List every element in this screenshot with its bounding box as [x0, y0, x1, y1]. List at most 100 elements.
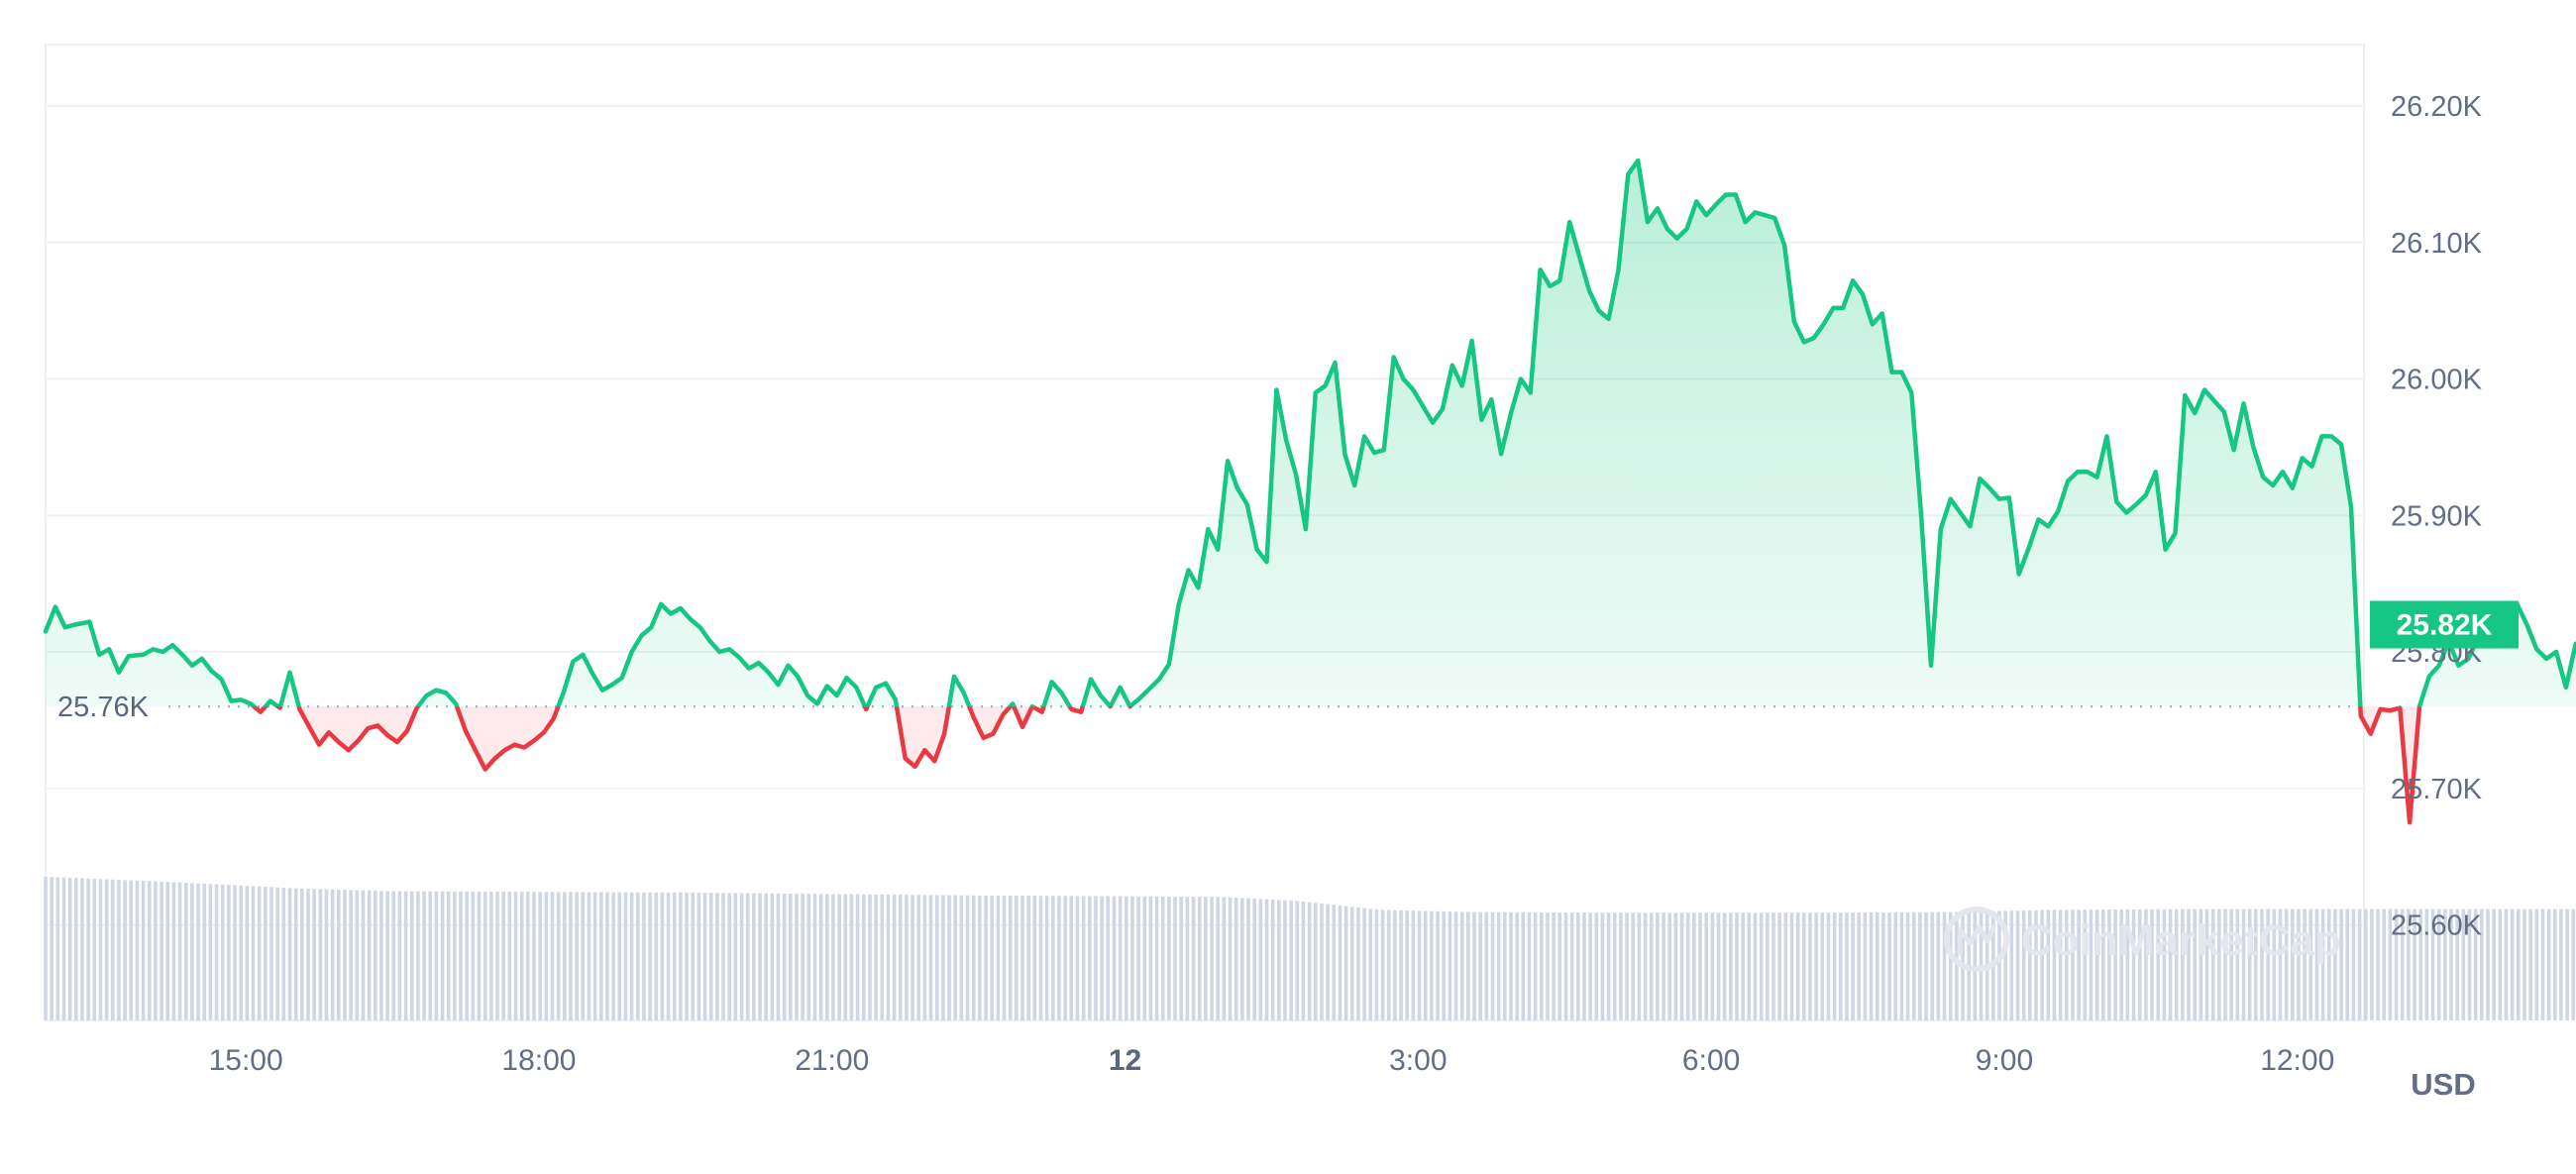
- volume-bar: [2486, 908, 2490, 1020]
- volume-bar: [2517, 908, 2521, 1020]
- volume-bar: [1453, 911, 1458, 1020]
- volume-bar: [373, 890, 377, 1020]
- volume-bar: [1277, 900, 1281, 1020]
- volume-bar: [1264, 899, 1269, 1020]
- volume-bar: [2467, 908, 2472, 1020]
- volume-bar: [80, 878, 84, 1020]
- volume-bar: [367, 890, 372, 1020]
- price-area: [46, 160, 2576, 823]
- volume-bar: [1222, 897, 1227, 1020]
- volume-bar: [1948, 911, 1953, 1020]
- volume-bar: [996, 895, 1001, 1020]
- volume-bar: [1893, 911, 1898, 1020]
- volume-bar: [416, 891, 420, 1020]
- volume-bar: [911, 895, 914, 1020]
- volume-bar: [1179, 896, 1184, 1020]
- volume-bar: [1649, 912, 1654, 1020]
- volume-bar: [2193, 908, 2197, 1020]
- volume-bar: [581, 892, 586, 1020]
- volume-bar: [2168, 908, 2173, 1020]
- y-tick-label: 26.10K: [2391, 228, 2483, 260]
- x-tick-label: 9:00: [1976, 1044, 2033, 1077]
- volume-bar: [2156, 908, 2161, 1020]
- volume-bar: [2382, 908, 2387, 1020]
- volume-bar: [1704, 912, 1708, 1020]
- volume-bar: [1026, 896, 1030, 1020]
- volume-bar: [2339, 908, 2343, 1020]
- volume-bar: [1600, 912, 1605, 1020]
- volume-bar: [264, 887, 268, 1020]
- volume-bar: [2388, 908, 2393, 1020]
- volume-bar: [1338, 906, 1342, 1020]
- volume-bar: [2181, 908, 2185, 1020]
- volume-bar: [2400, 908, 2405, 1020]
- volume-bar: [776, 893, 781, 1020]
- volume-bar: [202, 883, 207, 1020]
- volume-bar: [984, 895, 988, 1020]
- volume-bar: [2357, 908, 2362, 1020]
- volume-bar: [208, 884, 213, 1020]
- volume-bar: [409, 891, 414, 1020]
- volume-bar: [831, 894, 835, 1020]
- volume-bar: [2534, 908, 2539, 1020]
- volume-bar: [1527, 911, 1532, 1020]
- x-tick-label: 18:00: [501, 1044, 576, 1077]
- volume-bar: [2522, 908, 2526, 1020]
- y-tick-label: 26.20K: [2391, 91, 2483, 123]
- volume-bar: [1662, 912, 1665, 1020]
- volume-bar: [147, 881, 152, 1020]
- volume-bar: [2064, 909, 2069, 1020]
- volume-bar: [1228, 897, 1233, 1020]
- volume-bar: [1857, 912, 1862, 1020]
- volume-bar: [428, 891, 433, 1020]
- volume-bar: [74, 878, 78, 1020]
- volume-bar: [2528, 908, 2532, 1020]
- volume-bar: [2094, 909, 2099, 1020]
- volume-bar: [1575, 912, 1580, 1020]
- volume-bar: [721, 893, 725, 1020]
- volume-bar: [702, 893, 707, 1020]
- volume-bar: [611, 892, 615, 1020]
- volume-bar: [233, 885, 237, 1020]
- volume-bar: [1057, 896, 1061, 1020]
- volume-bar: [2473, 908, 2478, 1020]
- volume-bar: [874, 894, 878, 1020]
- volume-bar: [1863, 911, 1868, 1020]
- volume-bar: [1038, 896, 1043, 1020]
- volume-bar: [978, 895, 982, 1020]
- volume-bar: [1692, 912, 1696, 1020]
- volume-bar: [1008, 896, 1013, 1020]
- volume-bar: [1118, 896, 1123, 1020]
- volume-bar: [1563, 912, 1568, 1020]
- reference-price-label: 25.76K: [57, 692, 150, 723]
- volume-bar: [922, 895, 927, 1020]
- volume-bar: [1503, 911, 1507, 1020]
- volume-bar: [2217, 908, 2221, 1020]
- volume-bar: [1289, 901, 1293, 1020]
- volume-bar: [1490, 911, 1495, 1020]
- volume-bar: [459, 891, 463, 1020]
- volume-bar: [1100, 896, 1104, 1020]
- volume-bar: [1069, 896, 1074, 1020]
- volume-bar: [2003, 910, 2007, 1020]
- volume-bar: [2540, 908, 2545, 1020]
- volume-bar: [1631, 912, 1636, 1020]
- volume-bar: [971, 895, 976, 1020]
- volume-bar: [1448, 911, 1452, 1020]
- volume-bar: [471, 891, 476, 1020]
- volume-bar: [165, 882, 170, 1020]
- volume-bar: [1349, 907, 1354, 1020]
- volume-bar: [1417, 910, 1422, 1020]
- volume-bar: [1484, 911, 1489, 1020]
- volume-bar: [2223, 908, 2227, 1020]
- volume-bar: [1314, 903, 1318, 1020]
- y-tick-label: 25.60K: [2391, 910, 2483, 942]
- volume-bar: [355, 890, 360, 1020]
- volume-bar: [2137, 908, 2142, 1020]
- current-price-label: 25.82K: [2397, 608, 2493, 641]
- volume-bar: [2210, 908, 2215, 1020]
- volume-bar: [92, 878, 97, 1020]
- volume-bar: [868, 894, 872, 1020]
